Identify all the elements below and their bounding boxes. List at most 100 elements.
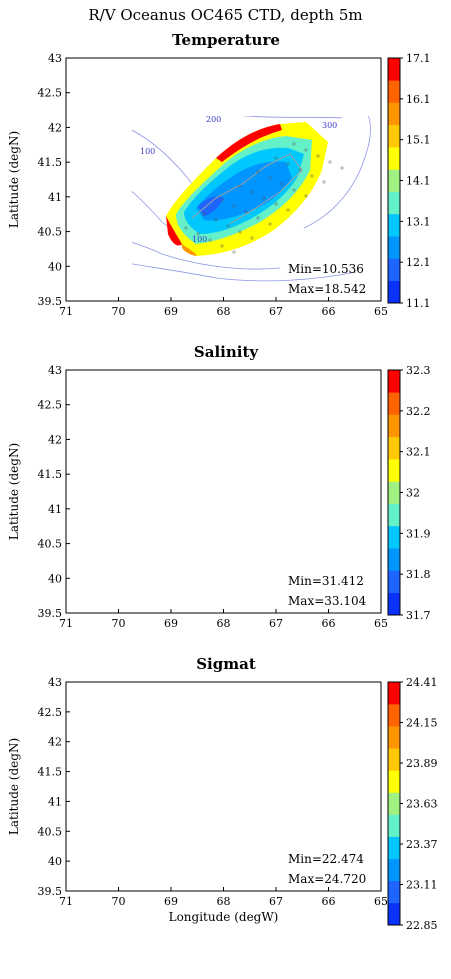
ctd-station (250, 190, 254, 194)
ctd-station (286, 208, 290, 212)
colorbar-swatch (388, 704, 400, 727)
data-fill-region (198, 196, 224, 216)
x-tick-label: 71 (59, 617, 73, 630)
contour-label: 300 (322, 121, 337, 130)
colorbar-label: 23.63 (406, 798, 438, 811)
colorbar-swatch (388, 770, 400, 793)
ctd-station (262, 196, 266, 200)
colorbar-swatch (388, 58, 400, 81)
colorbar-swatch (388, 748, 400, 771)
colorbar-swatch (388, 191, 400, 215)
x-tick-label: 66 (322, 895, 336, 908)
y-axis-label: Latitude (degN) (7, 738, 21, 835)
ctd-station (220, 244, 224, 248)
ctd-station (328, 160, 332, 164)
y-tick-label: 41 (48, 191, 62, 204)
x-tick-label: 71 (59, 895, 73, 908)
colorbar-label: 24.41 (406, 676, 438, 689)
panel-1: Salinity2006010010030060602004342.54241.… (7, 343, 431, 630)
ctd-station (292, 142, 296, 146)
colorbar-swatch (388, 858, 400, 882)
y-tick-label: 43 (48, 364, 62, 377)
x-tick-label: 69 (164, 895, 178, 908)
colorbar-swatch (388, 592, 400, 616)
plot-area (66, 682, 381, 891)
ctd-station (280, 182, 284, 186)
ctd-station (238, 230, 242, 234)
colorbar-label: 23.37 (406, 838, 438, 851)
colorbar-swatch (388, 370, 400, 393)
colorbar-label: 22.85 (406, 919, 438, 932)
colorbar: 17.1 16.1 15.1 14.1 13.1 12.1 11.1 (387, 52, 431, 310)
colorbar-label: 32.1 (406, 446, 431, 459)
x-tick-label: 68 (217, 895, 231, 908)
bathymetry-contour (132, 263, 357, 282)
panel-title: Temperature (172, 31, 280, 49)
x-tick-label: 68 (217, 305, 231, 318)
ctd-station (298, 168, 302, 172)
ctd-station (340, 166, 344, 170)
colorbar-label: 17.1 (406, 52, 431, 65)
y-tick-label: 43 (48, 52, 62, 65)
min-value-label: Min=31.412 (288, 574, 364, 588)
contour-label: 200 (206, 115, 221, 124)
colorbar-label: 32.3 (406, 364, 431, 377)
colorbar-swatch (388, 280, 400, 304)
colorbar-swatch (388, 880, 400, 904)
y-tick-label: 39.5 (38, 295, 63, 308)
colorbar-swatch (388, 836, 400, 860)
x-tick-label: 71 (59, 305, 73, 318)
y-tick-label: 41.5 (38, 766, 63, 779)
figure-title: R/V Oceanus OC465 CTD, depth 5m (88, 6, 363, 24)
colorbar-label: 32.2 (406, 405, 431, 418)
x-tick-label: 69 (164, 617, 178, 630)
colorbar-label: 24.15 (406, 717, 438, 730)
ctd-station (232, 250, 236, 254)
ctd-station (220, 198, 224, 202)
colorbar-swatch (388, 169, 400, 192)
colorbar-swatch (388, 414, 400, 438)
y-tick-label: 42 (48, 736, 62, 749)
x-tick-label: 68 (217, 617, 231, 630)
colorbar-label: 31.7 (406, 609, 431, 622)
colorbar-label: 15.1 (406, 134, 431, 147)
ctd-station (184, 226, 188, 230)
colorbar-label: 12.1 (406, 256, 431, 269)
max-value-label: Max=18.542 (288, 282, 366, 296)
data-fill-region (181, 244, 197, 256)
y-tick-label: 41 (48, 503, 62, 516)
colorbar-swatch (388, 236, 400, 259)
bathymetry-contour (132, 241, 281, 270)
data-fill-region (166, 216, 182, 246)
colorbar-swatch (388, 792, 400, 815)
ctd-station (274, 202, 278, 206)
x-axis-label: Longitude (degW) (169, 910, 279, 924)
max-value-label: Max=33.104 (288, 594, 367, 608)
y-tick-label: 42.5 (38, 706, 63, 719)
ctd-station (202, 212, 206, 216)
y-tick-label: 40 (48, 855, 62, 868)
colorbar-swatch (388, 80, 400, 103)
colorbar-swatch (388, 102, 400, 126)
ctd-station (316, 154, 320, 158)
colorbar-swatch (388, 726, 400, 749)
colorbar-label: 23.89 (406, 757, 438, 770)
colorbar-swatch (388, 814, 400, 837)
x-tick-label: 65 (374, 305, 388, 318)
y-tick-label: 40.5 (38, 226, 63, 239)
panel-title: Salinity (194, 343, 259, 361)
colorbar-label: 16.1 (406, 93, 431, 106)
x-tick-label: 67 (269, 895, 283, 908)
colorbar: 32.3 32.2 32.1 32 31.9 31.8 31.7 (387, 364, 431, 622)
bathymetry-contour (303, 116, 371, 229)
colorbar-swatch (388, 459, 400, 482)
colorbar-swatch (388, 682, 400, 705)
x-tick-label: 69 (164, 305, 178, 318)
colorbar-label: 32 (406, 487, 420, 500)
min-value-label: Min=10.536 (288, 262, 364, 276)
y-tick-label: 42 (48, 121, 62, 134)
y-tick-label: 42.5 (38, 399, 63, 412)
ctd-station (196, 232, 200, 236)
data-fill-region (216, 124, 282, 162)
ctd-station (268, 176, 272, 180)
